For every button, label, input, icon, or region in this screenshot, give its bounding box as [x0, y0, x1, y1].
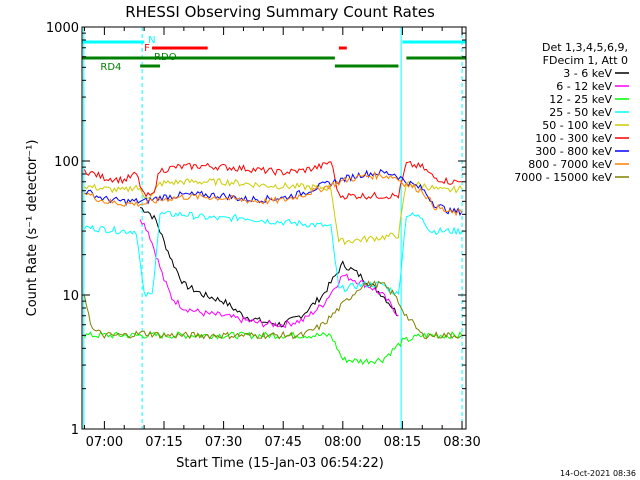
legend-label: 50 - 100 keV	[542, 119, 612, 132]
legend-label: 6 - 12 keV	[556, 80, 612, 93]
legend-label: 12 - 25 keV	[549, 93, 612, 106]
x-tick-label: 07:45	[264, 435, 301, 450]
series-line	[84, 170, 463, 217]
flag-label: N	[148, 35, 155, 46]
legend-label: 7000 - 15000 keV	[514, 171, 612, 184]
flag-label: F	[144, 43, 150, 54]
footer-timestamp: 14-Oct-2021 08:36	[560, 469, 636, 478]
legend-label: 100 - 300 keV	[535, 132, 612, 145]
y-axis-label: Count Rate (s⁻¹ detector⁻¹)	[25, 140, 40, 317]
x-tick-label: 08:00	[324, 435, 361, 450]
flag-label: RD4	[100, 62, 121, 73]
plot-series-group	[83, 27, 463, 429]
x-tick-label: 07:00	[86, 435, 123, 450]
axes-ticks-group: 07:00 07:15 07:30 07:45 08:00 08:15 08:30 1 10 10…	[46, 21, 481, 450]
plot-frame	[81, 26, 467, 430]
x-tick-label: 08:30	[443, 435, 480, 450]
series-line	[84, 280, 463, 340]
chart-title: RHESSI Observing Summary Count Rates	[125, 3, 435, 21]
legend-label: 800 - 7000 keV	[528, 158, 612, 171]
x-tick-label: 07:30	[205, 435, 242, 450]
series-line	[139, 219, 399, 329]
y-tick-label: 100	[54, 155, 79, 170]
y-tick-label: 10	[62, 289, 79, 304]
legend-label: 25 - 50 keV	[549, 106, 612, 119]
x-axis-label: Start Time (15-Jan-03 06:54:22)	[176, 456, 384, 471]
legend-header: FDecim 1, Att 0	[543, 54, 628, 67]
series-line	[84, 331, 463, 365]
legend-label: 300 - 800 keV	[535, 145, 612, 158]
legend-header: Det 1,3,4,5,6,9,	[542, 41, 628, 54]
legend-label: 3 - 6 keV	[563, 67, 612, 80]
y-tick-label: 1	[71, 423, 79, 438]
flag-bars-group: NF RDO RD4	[82, 35, 466, 73]
series-line	[84, 210, 463, 298]
x-tick-label: 07:15	[145, 435, 182, 450]
series-line	[84, 160, 463, 200]
x-tick-label: 08:15	[384, 435, 421, 450]
legend: Det 1,3,4,5,6,9,FDecim 1, Att 03 - 6 keV…	[514, 41, 629, 184]
flag-label: RDO	[154, 52, 177, 63]
series-line	[84, 177, 463, 246]
y-tick-label: 1000	[46, 21, 79, 36]
